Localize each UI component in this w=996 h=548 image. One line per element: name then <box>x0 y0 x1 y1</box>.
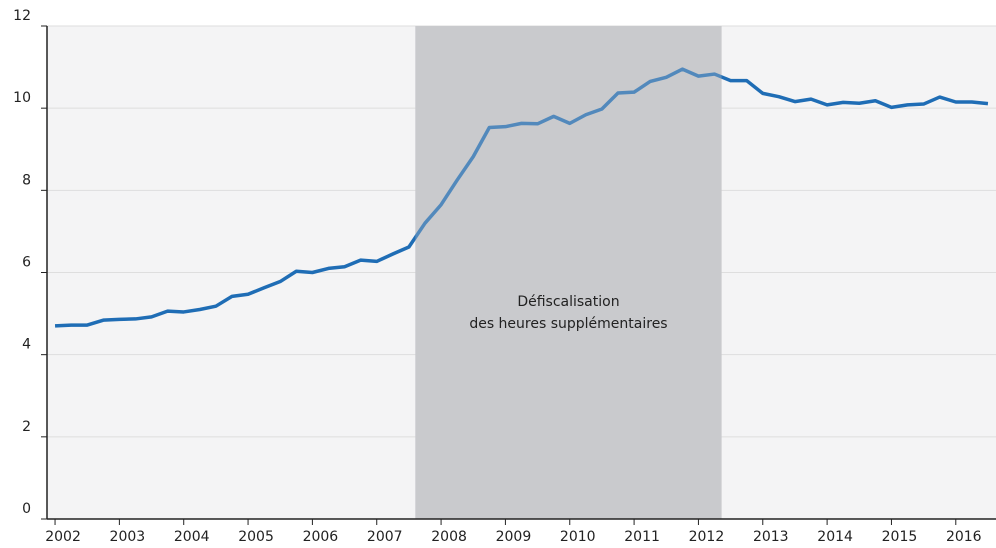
y-tick-label: 10 <box>13 90 31 106</box>
shade-label: des heures supplémentaires <box>469 316 667 332</box>
y-tick-label: 2 <box>22 419 31 435</box>
shade-label: Défiscalisation <box>517 294 619 310</box>
x-tick-label: 2011 <box>624 529 660 545</box>
y-tick-label: 4 <box>22 337 31 353</box>
x-tick-label: 2003 <box>110 529 146 545</box>
shade-overlay <box>415 26 722 519</box>
y-tick-label: 6 <box>22 255 31 271</box>
x-tick-label: 2016 <box>946 529 982 545</box>
x-tick-label: 2002 <box>45 529 81 545</box>
x-tick-label: 2014 <box>817 529 853 545</box>
x-tick-label: 2009 <box>496 529 532 545</box>
x-tick-label: 2007 <box>367 529 403 545</box>
x-tick-label: 2004 <box>174 529 210 545</box>
x-tick-label: 2012 <box>689 529 725 545</box>
x-tick-label: 2013 <box>753 529 789 545</box>
x-tick-label: 2015 <box>882 529 918 545</box>
shaded-period <box>415 26 722 519</box>
y-tick-label: 12 <box>13 8 31 24</box>
x-tick-label: 2006 <box>303 529 339 545</box>
y-tick-label: 8 <box>22 172 31 188</box>
x-tick-label: 2008 <box>431 529 467 545</box>
y-tick-label: 0 <box>22 501 31 517</box>
data-line <box>54 67 989 328</box>
x-tick-label: 2005 <box>238 529 274 545</box>
x-tick-label: 2010 <box>560 529 596 545</box>
